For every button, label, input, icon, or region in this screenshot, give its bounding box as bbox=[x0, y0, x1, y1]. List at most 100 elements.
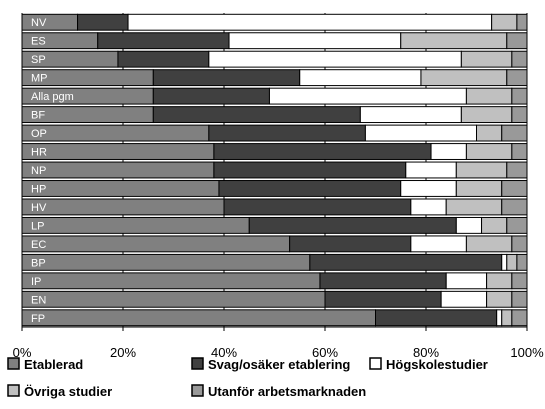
bar-segment bbox=[440, 290, 488, 308]
bar-segment bbox=[152, 87, 270, 105]
category-label: SP bbox=[31, 54, 46, 66]
legend-label: Etablerad bbox=[24, 357, 83, 372]
bar-segment bbox=[248, 216, 457, 234]
bar-segment bbox=[511, 106, 528, 124]
x-tick-label: 20% bbox=[110, 345, 136, 360]
category-label: FP bbox=[31, 313, 45, 325]
category-label: HP bbox=[31, 183, 46, 195]
legend-swatch bbox=[7, 357, 20, 370]
bar-segment bbox=[359, 106, 462, 124]
bar-segment bbox=[410, 235, 467, 253]
bar-segment bbox=[501, 309, 513, 327]
bar-segment bbox=[268, 87, 467, 105]
bar-segment bbox=[213, 161, 407, 179]
bar-segment bbox=[218, 180, 402, 197]
category-label: MP bbox=[31, 73, 48, 85]
bar-segment bbox=[506, 32, 528, 50]
bar-segment bbox=[506, 69, 528, 87]
x-tick-label: 100% bbox=[510, 345, 544, 360]
bar-segment bbox=[208, 50, 462, 68]
bar-segment bbox=[309, 253, 503, 271]
bar-segment bbox=[455, 161, 508, 179]
bar-segment bbox=[465, 143, 513, 160]
legend-swatch bbox=[7, 384, 20, 397]
bar-segment bbox=[77, 13, 129, 31]
category-label: IP bbox=[31, 276, 41, 288]
bar-segment bbox=[445, 272, 488, 290]
bar-segment bbox=[21, 235, 291, 253]
x-tick-label: 60% bbox=[312, 345, 338, 360]
bar-segment bbox=[511, 235, 528, 253]
x-tick-label: 80% bbox=[413, 345, 439, 360]
bar-segment bbox=[364, 124, 477, 142]
legend: Etablerad Svag/osäker etablering Högskoles… bbox=[7, 357, 488, 399]
bar-segment bbox=[21, 309, 376, 327]
bar-segment bbox=[21, 198, 225, 216]
bar-segment bbox=[511, 290, 528, 308]
bar-segment bbox=[511, 50, 528, 68]
category-label: EN bbox=[31, 294, 46, 306]
category-label: OP bbox=[31, 128, 47, 140]
bar-segment bbox=[506, 161, 528, 179]
x-tick-label: 0% bbox=[13, 345, 32, 360]
legend-label: Svag/osäker etablering bbox=[208, 357, 350, 372]
legend-swatch bbox=[191, 357, 204, 370]
bar-segment bbox=[152, 106, 361, 124]
bar-segment bbox=[21, 161, 215, 179]
bar-segment bbox=[152, 69, 301, 87]
category-label: NP bbox=[31, 165, 46, 177]
legend-swatch bbox=[191, 384, 204, 397]
category-label: Alla pgm bbox=[31, 91, 74, 103]
bar-segment bbox=[486, 272, 513, 290]
bar-segment bbox=[400, 32, 508, 50]
bar-segment bbox=[223, 198, 412, 216]
bar-segment bbox=[465, 235, 513, 253]
bar-segment bbox=[97, 32, 230, 50]
bar-segment bbox=[289, 235, 412, 253]
category-labels: NV ES SP MP Alla pgm BF OP HR NP HP HV LP EC BP IP EN FP bbox=[31, 17, 74, 325]
bar-segment bbox=[501, 180, 528, 197]
bar-segment bbox=[516, 253, 528, 271]
category-label: LP bbox=[31, 220, 44, 232]
x-axis: 0% 20% 40% 60% 80% 100% bbox=[13, 326, 544, 360]
bar-segment bbox=[496, 309, 503, 327]
bar-segment bbox=[511, 272, 528, 290]
bar-segment bbox=[21, 272, 321, 290]
bar-segment bbox=[117, 50, 210, 68]
category-label: HR bbox=[31, 147, 47, 159]
bar-segment bbox=[476, 124, 503, 142]
bar-segment bbox=[21, 180, 220, 197]
bar-segment bbox=[213, 143, 432, 160]
bar-segment bbox=[501, 253, 508, 271]
bar-segment bbox=[21, 143, 215, 160]
bar-segment bbox=[375, 309, 498, 327]
bar-segment bbox=[460, 106, 513, 124]
bar-segment bbox=[460, 50, 513, 68]
bar-segment bbox=[501, 124, 528, 142]
bar-segment bbox=[511, 87, 528, 105]
bar-segment bbox=[324, 290, 442, 308]
legend-label: Utanför arbetsmarknaden bbox=[208, 384, 366, 399]
bars bbox=[21, 13, 528, 327]
bar-segment bbox=[511, 143, 528, 160]
category-label: BF bbox=[31, 110, 45, 122]
bar-segment bbox=[410, 198, 447, 216]
bar-segment bbox=[506, 216, 528, 234]
bar-segment bbox=[21, 124, 210, 142]
bar-segment bbox=[481, 216, 508, 234]
category-label: BP bbox=[31, 257, 46, 269]
legend-label: Högskolestudier bbox=[386, 357, 488, 372]
bar-segment bbox=[127, 13, 493, 31]
category-label: EC bbox=[31, 239, 46, 251]
bar-segment bbox=[319, 272, 447, 290]
bar-segment bbox=[21, 290, 326, 308]
bar-segment bbox=[208, 124, 366, 142]
bar-segment bbox=[420, 69, 508, 87]
bar-segment bbox=[491, 13, 518, 31]
x-tick-label: 40% bbox=[211, 345, 237, 360]
category-label: ES bbox=[31, 36, 46, 48]
bar-segment bbox=[516, 13, 528, 31]
bar-segment bbox=[455, 216, 483, 234]
bar-segment bbox=[506, 253, 518, 271]
